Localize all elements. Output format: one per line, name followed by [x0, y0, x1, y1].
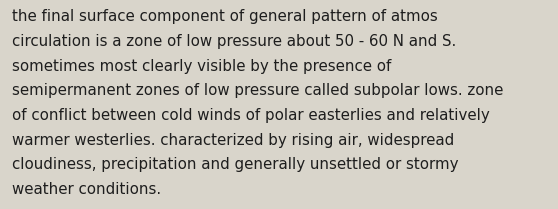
Text: of conflict between cold winds of polar easterlies and relatively: of conflict between cold winds of polar … — [12, 108, 490, 123]
Text: sometimes most clearly visible by the presence of: sometimes most clearly visible by the pr… — [12, 59, 392, 74]
Text: warmer westerlies. characterized by rising air, widespread: warmer westerlies. characterized by risi… — [12, 133, 455, 148]
Text: weather conditions.: weather conditions. — [12, 182, 161, 197]
Text: cloudiness, precipitation and generally unsettled or stormy: cloudiness, precipitation and generally … — [12, 157, 459, 172]
Text: the final surface component of general pattern of atmos: the final surface component of general p… — [12, 9, 438, 24]
Text: circulation is a zone of low pressure about 50 - 60 N and S.: circulation is a zone of low pressure ab… — [12, 34, 456, 49]
Text: semipermanent zones of low pressure called subpolar lows. zone: semipermanent zones of low pressure call… — [12, 83, 504, 98]
